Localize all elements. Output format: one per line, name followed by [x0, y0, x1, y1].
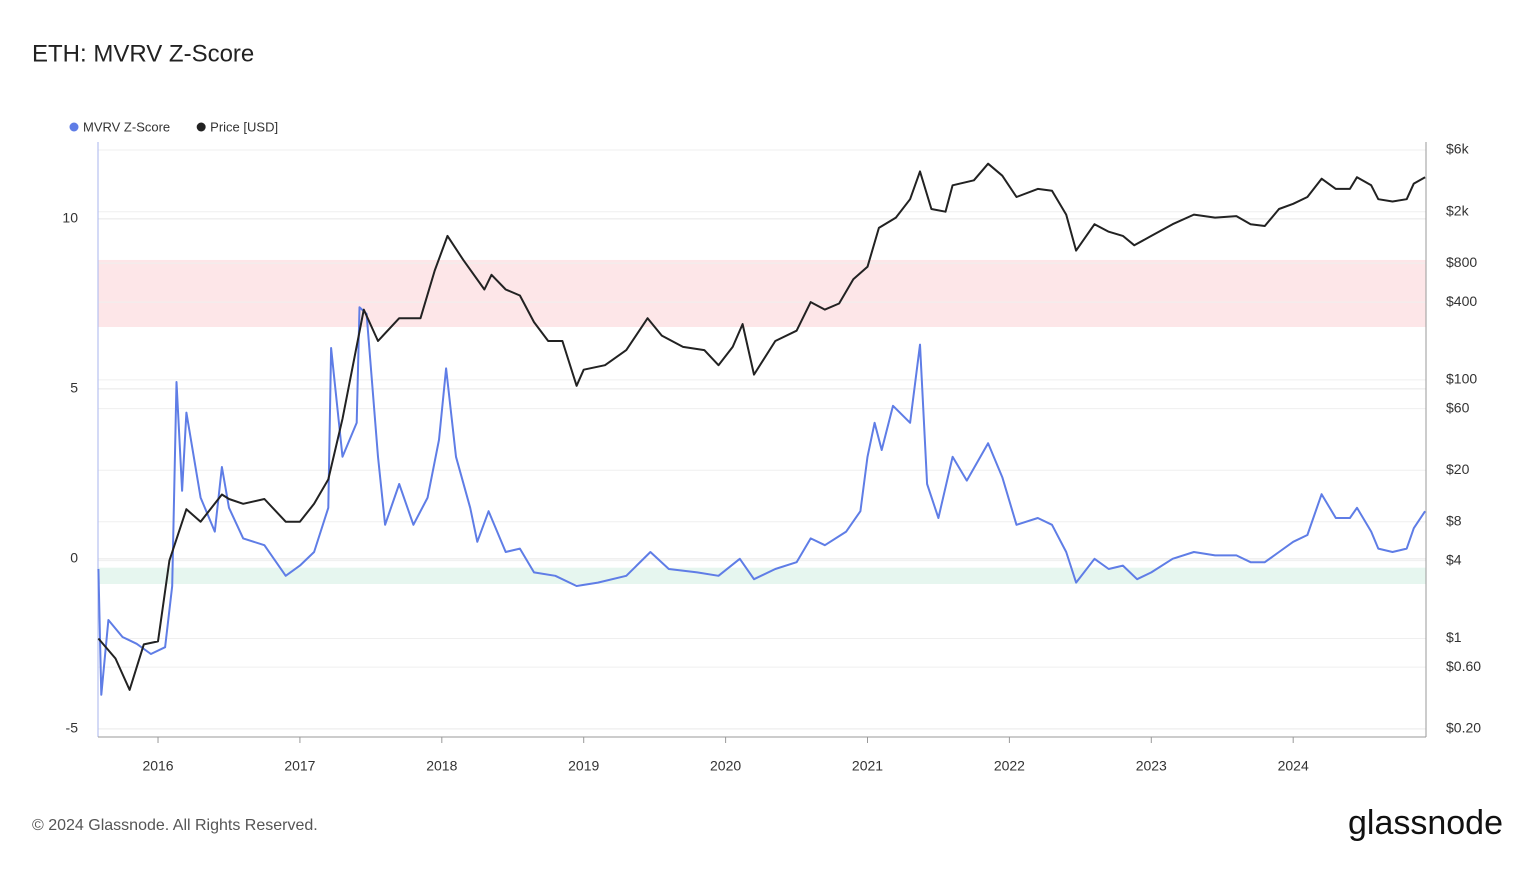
y2-tick-label: $20	[1446, 461, 1470, 477]
legend-marker	[196, 122, 206, 132]
y-tick-label: 5	[70, 380, 78, 396]
y2-tick-label: $0.60	[1446, 658, 1481, 674]
y2-tick-label: $800	[1446, 254, 1477, 270]
x-tick-label: 2019	[568, 758, 599, 774]
copyright: © 2024 Glassnode. All Rights Reserved.	[32, 817, 318, 834]
brand-logo: glassnode	[1348, 804, 1503, 842]
y2-tick-label: $60	[1446, 399, 1470, 415]
y-tick-label: 10	[62, 210, 78, 226]
y-tick-label: 0	[70, 550, 78, 566]
x-tick-label: 2017	[284, 758, 315, 774]
y2-tick-label: $100	[1446, 371, 1477, 387]
series-line	[97, 162, 1426, 691]
y2-tick-label: $2k	[1446, 202, 1470, 218]
x-tick-label: 2018	[426, 758, 457, 774]
y2-tick-label: $6k	[1446, 141, 1470, 157]
y2-tick-label: $0.20	[1446, 720, 1481, 736]
chart-title: ETH: MVRV Z-Score	[32, 40, 254, 67]
zone-band	[98, 259, 1426, 327]
y-tick-label: -5	[66, 720, 79, 736]
x-tick-label: 2024	[1278, 758, 1309, 774]
x-tick-label: 2021	[852, 758, 883, 774]
x-tick-label: 2016	[142, 758, 173, 774]
series-line	[97, 306, 1426, 696]
x-tick-label: 2022	[994, 758, 1025, 774]
legend-label: Price [USD]	[210, 119, 278, 134]
legend-label: MVRV Z-Score	[83, 119, 170, 134]
x-tick-label: 2020	[710, 758, 741, 774]
x-tick-label: 2023	[1136, 758, 1167, 774]
legend-marker	[69, 122, 79, 132]
y2-tick-label: $8	[1446, 512, 1462, 528]
y2-tick-label: $1	[1446, 629, 1462, 645]
y2-tick-label: $400	[1446, 293, 1477, 309]
y2-tick-label: $4	[1446, 551, 1462, 567]
